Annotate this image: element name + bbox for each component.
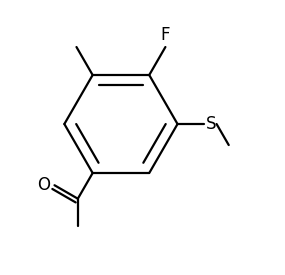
- Text: O: O: [37, 176, 50, 194]
- Text: F: F: [161, 26, 170, 44]
- Text: S: S: [206, 115, 216, 133]
